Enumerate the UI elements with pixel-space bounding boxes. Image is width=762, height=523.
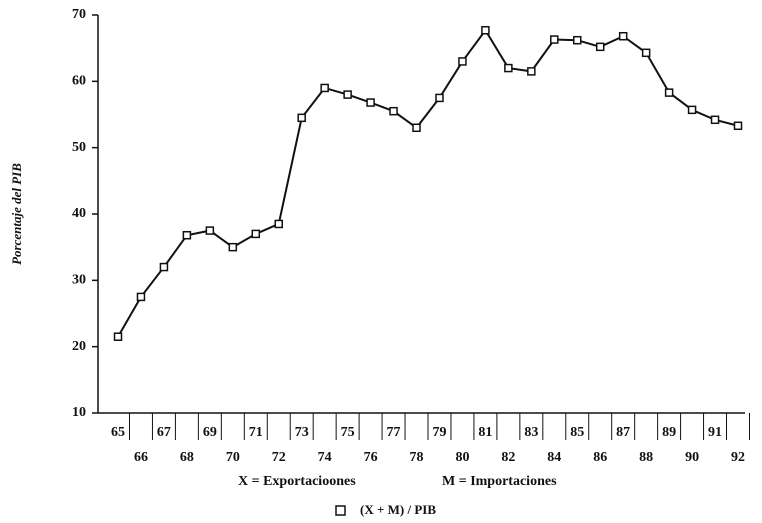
- point-marker: [733, 121, 743, 131]
- legend-label: (X + M) / PIB: [360, 502, 436, 517]
- x-tick-label: 89: [662, 425, 676, 440]
- point-marker: [343, 90, 352, 99]
- x-tick-label: 69: [203, 425, 217, 440]
- x-tick-label: 92: [731, 450, 745, 465]
- y-tick-label: 30: [72, 273, 86, 288]
- x-tick-label: 71: [249, 425, 263, 440]
- point-marker: [687, 105, 697, 115]
- point-marker: [664, 88, 674, 97]
- point-marker: [228, 242, 238, 252]
- point-marker: [458, 57, 467, 66]
- x-tick-label: 67: [157, 425, 171, 440]
- point-marker: [618, 31, 628, 41]
- point-marker: [573, 35, 582, 45]
- x-tick-label: 85: [570, 425, 584, 440]
- point-marker: [595, 42, 605, 52]
- y-axis-label: Porcentaje del PIB: [9, 163, 24, 265]
- note: X = Exportacioones: [238, 474, 356, 489]
- point-marker: [136, 292, 146, 302]
- x-tick-label: 87: [616, 425, 630, 440]
- y-tick-label: 20: [72, 339, 86, 354]
- point-marker: [320, 83, 329, 93]
- x-tick-label: 88: [639, 450, 653, 465]
- point-marker: [710, 115, 720, 125]
- x-tick-label: 75: [341, 425, 355, 440]
- y-tick-label: 50: [72, 140, 86, 155]
- x-tick-label: 79: [432, 425, 446, 440]
- x-tick-label: 90: [685, 450, 699, 465]
- x-tick-label: 78: [410, 450, 424, 465]
- y-tick-label: 10: [72, 405, 86, 420]
- x-tick-label: 72: [272, 450, 286, 465]
- point-marker: [113, 332, 123, 341]
- y-tick-label: 40: [72, 206, 86, 221]
- point-marker: [481, 26, 490, 35]
- x-tick-label: 70: [226, 450, 240, 465]
- point-marker: [504, 63, 513, 73]
- point-marker: [205, 226, 215, 235]
- x-tick-label: 84: [547, 450, 561, 465]
- x-tick-label: 66: [134, 450, 148, 465]
- point-marker: [251, 229, 261, 239]
- x-tick-label: 73: [295, 425, 309, 440]
- y-tick-label: 60: [72, 74, 86, 89]
- x-tick-label: 80: [455, 450, 469, 465]
- x-tick-label: 81: [478, 425, 492, 440]
- x-tick-label: 91: [708, 425, 722, 440]
- point-marker: [550, 35, 559, 44]
- point-marker: [412, 123, 421, 133]
- x-tick-label: 82: [501, 450, 515, 465]
- x-tick-label: 86: [593, 450, 607, 465]
- note: M = Importaciones: [442, 474, 557, 489]
- x-tick-label: 76: [364, 450, 378, 465]
- point-marker: [297, 113, 306, 123]
- x-tick-label: 74: [318, 450, 332, 465]
- y-tick-label: 70: [72, 7, 86, 22]
- x-tick-label: 77: [387, 425, 401, 440]
- point-marker: [274, 219, 283, 229]
- point-marker: [366, 98, 375, 107]
- point-marker: [182, 230, 192, 240]
- legend-marker: [335, 505, 346, 516]
- point-marker: [641, 48, 651, 58]
- line: [117, 28, 739, 338]
- x-tick-label: 65: [111, 425, 125, 440]
- point-marker: [159, 262, 169, 272]
- point-marker: [527, 67, 536, 76]
- x-tick-label: 83: [524, 425, 538, 440]
- point-marker: [389, 106, 398, 116]
- x-tick-label: 68: [180, 450, 194, 465]
- point-marker: [435, 93, 444, 103]
